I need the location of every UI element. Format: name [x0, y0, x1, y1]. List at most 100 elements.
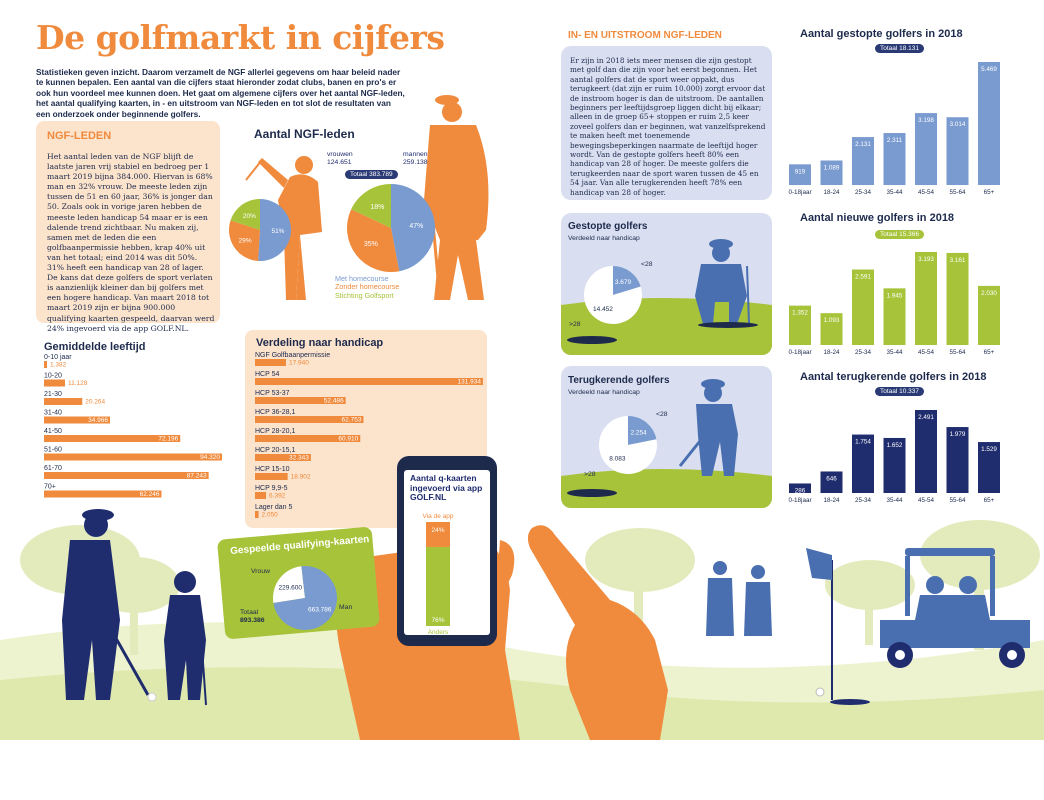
golfer-man-icon [424, 95, 489, 301]
bar-category-label: 0-10 jaar [44, 354, 72, 361]
bar-value-label: 6.392 [269, 493, 286, 500]
bar [820, 471, 843, 493]
bar [852, 137, 874, 185]
pie-slice-label: 35% [364, 241, 378, 248]
bar [883, 288, 906, 345]
bar-value-label: 1.089 [824, 165, 840, 172]
bar-category-label: 65+ [984, 497, 995, 504]
golf-ball-icon [147, 692, 157, 702]
handicap-chart-title: Verdeling naar handicap [256, 337, 384, 349]
bar-category-label: 35-44 [886, 497, 903, 504]
bar-value-label: 1.979 [950, 431, 966, 438]
bar-value-label: 2.491 [918, 414, 934, 421]
bar [820, 313, 843, 345]
bar-category-label: 55-64 [949, 349, 966, 356]
pie-slice [628, 416, 657, 445]
pie-slice [258, 199, 292, 261]
terugkerende-bar-title: Aantal terugkerende golfers in 2018 [800, 371, 987, 383]
nieuwe-bar-chart: 1.352 0-18jaar 1.093 18-24 2.591 25-34 1.945 35… [788, 252, 1000, 356]
bar-value-label: 72.196 [158, 436, 178, 443]
bar [426, 522, 450, 547]
leeftijd-chart-title: Gemiddelde leeftijd [44, 341, 146, 353]
bar-category-label: 0-18jaar [788, 497, 811, 504]
bar-category-label: NGF Golfbaanpermissie [255, 352, 330, 359]
bar-value-label: 20.264 [85, 399, 105, 406]
bar [946, 427, 969, 493]
golfer-woman-child-icon [62, 509, 207, 706]
bar-category-label: 18-24 [823, 349, 840, 356]
ngf-leden-heading: NGF-LEDEN [47, 130, 112, 142]
gestopte-total-badge: Totaal 18.131 [875, 44, 925, 53]
bar-category-label: HCP 15-10 [255, 466, 290, 473]
bar-value-label: 94.320 [200, 454, 220, 461]
ngf-leden-chart-title: Aantal NGF-leden [254, 127, 355, 141]
bar-value-label: 646 [826, 475, 837, 482]
bar [255, 511, 259, 518]
bar-value-label: 11.128 [68, 380, 88, 387]
terugkerende-pie-subtitle: Verdeeld naar handicap [568, 389, 640, 396]
pie-slice-label: 229.600 [278, 584, 302, 591]
bar [255, 397, 346, 404]
pie-slice [273, 566, 305, 604]
bar [44, 435, 181, 442]
legend-zonder-homecourse: Zonder homecourse [335, 282, 400, 292]
bar-value-label: 76% [431, 617, 444, 624]
bar-category-label: 21-30 [44, 391, 62, 398]
bar-value-label: 286 [795, 487, 806, 494]
pie-vrouwen: 51% 29% 20% [229, 199, 292, 261]
bar-category-label: 25-34 [855, 189, 872, 196]
ngf-leden-text: Het aantal leden van de NGF blijft de la… [47, 152, 215, 333]
bar-category-label: 55-64 [949, 497, 966, 504]
golfers-pair-icon [706, 561, 772, 636]
bar-value-label: 919 [795, 168, 806, 175]
bar-value-label: 60.910 [338, 436, 358, 443]
app-chart-title: Aantal q-kaarten ingevoerd via app GOLF.… [410, 473, 483, 502]
bar-category-label: 45-54 [918, 497, 935, 504]
pie-slice [347, 209, 400, 272]
bar [44, 398, 83, 405]
terugkerende-total-badge: Totaal 10.337 [875, 387, 925, 396]
bar [883, 133, 906, 185]
legend-stichting-golfsport: Stichting Golfsport [335, 290, 394, 300]
pie-slice-label: 51% [271, 228, 284, 235]
pie-slice [229, 220, 260, 261]
bar-category-label: 35-44 [886, 349, 903, 356]
bar-category-label: 10-20 [44, 373, 62, 380]
vrouwen-label: vrouwen 124.651 [327, 151, 353, 166]
pie-slice [351, 184, 391, 228]
bar-value-label: 17.940 [289, 360, 309, 367]
bar-value-label: 1.352 [792, 310, 808, 317]
bar [44, 361, 47, 368]
bar-value-label: 5.469 [981, 66, 997, 73]
bar-category-label: 25-34 [855, 497, 872, 504]
bar-value-label: 1.945 [887, 292, 903, 299]
fairway-front [0, 667, 1044, 740]
bar [255, 492, 267, 499]
pie-slice [391, 184, 436, 272]
bar-value-label: 24% [431, 527, 444, 534]
page-title: De golfmarkt in cijfers [36, 18, 445, 57]
bar-value-label: 52.486 [324, 398, 344, 405]
crouching-golfer-icon [695, 239, 750, 325]
pie-slice [230, 199, 260, 230]
bar [852, 269, 874, 345]
ngf-leden-panel [36, 121, 220, 323]
nieuwe-bar-title: Aantal nieuwe golfers in 2018 [800, 212, 955, 224]
bar-value-label: 3.161 [950, 257, 966, 264]
bar-category-label: 51-60 [44, 447, 62, 454]
pointing-hand-icon [527, 525, 668, 740]
bar-value-label: 62.753 [342, 417, 362, 424]
pie-slice-label: 2.254 [631, 429, 648, 436]
bar-value-label: 1.529 [981, 446, 997, 453]
bar-category-label: 35-44 [886, 189, 903, 196]
golf-flag-icon [806, 548, 833, 700]
in-uitstroom-text: Er zijn in 2018 iets meer mensen die zij… [570, 56, 766, 197]
bar-category-label: 45-54 [918, 349, 935, 356]
hole-under-golfer [698, 322, 758, 328]
bar-value-label: 87.243 [187, 473, 207, 480]
bar [255, 454, 311, 461]
bar-category-label: 25-34 [855, 349, 872, 356]
bar-value-label: 3.193 [918, 256, 934, 263]
